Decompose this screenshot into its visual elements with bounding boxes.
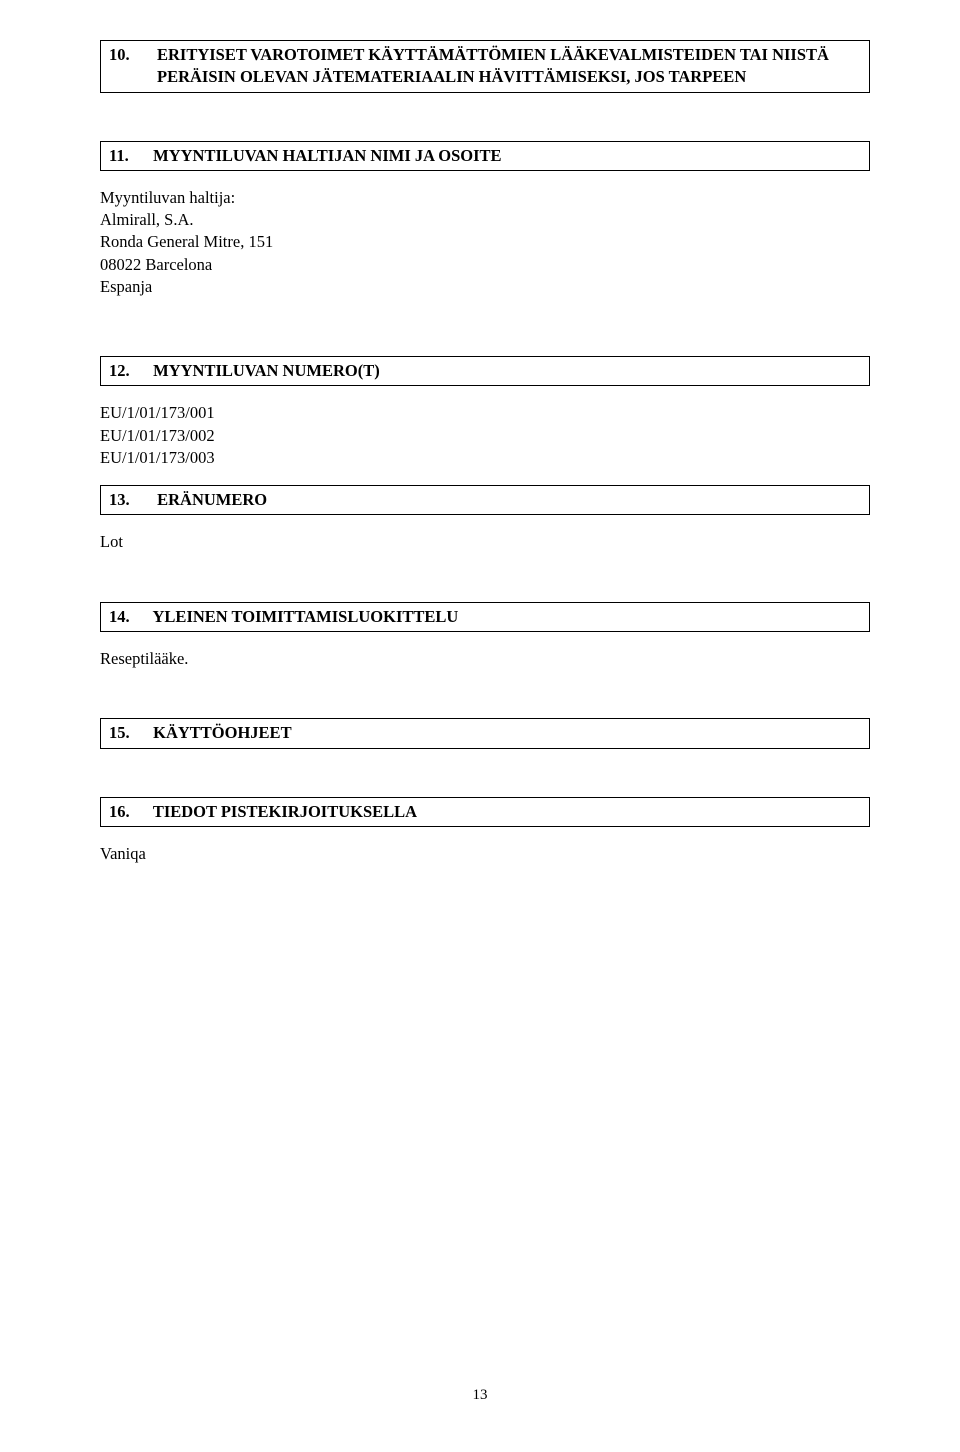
holder-address1: Ronda General Mitre, 151 <box>100 231 870 253</box>
section-14-number: 14. <box>109 606 149 628</box>
section-16-body: Vaniqa <box>100 843 870 865</box>
section-14-header: 14. YLEINEN TOIMITTAMISLUOKITTELU <box>100 602 870 632</box>
section-11-header: 11. MYYNTILUVAN HALTIJAN NIMI JA OSOITE <box>100 141 870 171</box>
braille-value: Vaniqa <box>100 844 146 863</box>
section-16-number: 16. <box>109 801 149 823</box>
holder-name: Almirall, S.A. <box>100 209 870 231</box>
section-15-header: 15. KÄYTTÖOHJEET <box>100 718 870 748</box>
section-15-title: KÄYTTÖOHJEET <box>153 723 291 742</box>
section-16-header: 16. TIEDOT PISTEKIRJOITUKSELLA <box>100 797 870 827</box>
section-14-body: Reseptilääke. <box>100 648 870 670</box>
section-13-header: 13. ERÄNUMERO <box>100 485 870 515</box>
section-10-title: ERITYISET VAROTOIMET KÄYTTÄMÄTTÖMIEN LÄÄ… <box>157 44 861 89</box>
holder-label: Myyntiluvan haltija: <box>100 187 870 209</box>
section-11-number: 11. <box>109 145 149 167</box>
classification-value: Reseptilääke. <box>100 649 188 668</box>
section-14-title: YLEINEN TOIMITTAMISLUOKITTELU <box>153 607 459 626</box>
section-15-number: 15. <box>109 722 149 744</box>
auth-number: EU/1/01/173/003 <box>100 447 870 469</box>
lot-value: Lot <box>100 532 123 551</box>
section-10-number: 10. <box>109 44 157 89</box>
section-13-body: Lot <box>100 531 870 553</box>
holder-country: Espanja <box>100 276 870 298</box>
page-number: 13 <box>0 1387 960 1404</box>
section-10-header: 10. ERITYISET VAROTOIMET KÄYTTÄMÄTTÖMIEN… <box>100 40 870 93</box>
section-11-title: MYYNTILUVAN HALTIJAN NIMI JA OSOITE <box>153 146 501 165</box>
auth-number: EU/1/01/173/001 <box>100 402 870 424</box>
auth-number: EU/1/01/173/002 <box>100 425 870 447</box>
holder-address2: 08022 Barcelona <box>100 254 870 276</box>
section-13-number: 13. <box>109 489 149 511</box>
section-16-title: TIEDOT PISTEKIRJOITUKSELLA <box>153 802 417 821</box>
section-13-title: ERÄNUMERO <box>157 490 267 509</box>
section-11-body: Myyntiluvan haltija: Almirall, S.A. Rond… <box>100 187 870 298</box>
section-12-body: EU/1/01/173/001 EU/1/01/173/002 EU/1/01/… <box>100 402 870 469</box>
section-12-header: 12. MYYNTILUVAN NUMERO(T) <box>100 356 870 386</box>
section-12-title: MYYNTILUVAN NUMERO(T) <box>153 361 380 380</box>
section-12-number: 12. <box>109 360 149 382</box>
